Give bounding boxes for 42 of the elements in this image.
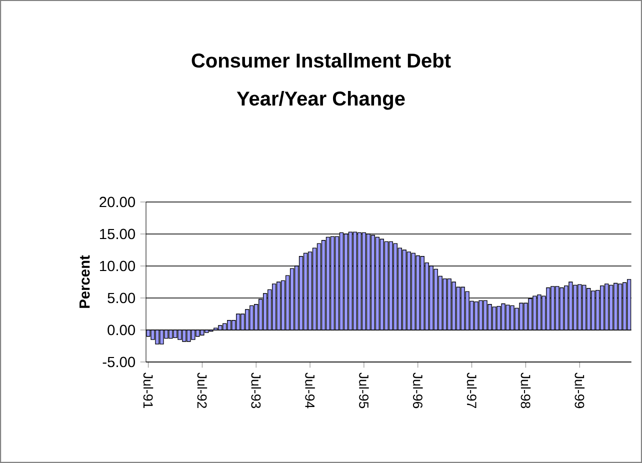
x-tick-label: Jul-93 [251,372,261,408]
bar [303,252,308,330]
bar [370,234,376,330]
y-tick-label: 10.00 [100,260,136,272]
bar [366,234,371,330]
bar [384,241,389,330]
bar [298,256,304,330]
bar [348,232,353,330]
x-tick-label: Jul-94 [305,372,315,408]
x-tick-label: Jul-91 [143,372,154,408]
bar [321,240,326,330]
bar [344,234,348,330]
bar [380,238,384,330]
bar [326,236,330,330]
bar [312,248,317,330]
x-tick-label: Jul-98 [520,372,531,408]
chart-title: Consumer Installment Debt [192,52,451,68]
bar [339,232,344,330]
bar [316,243,322,330]
x-tick-label: Jul-92 [197,372,208,408]
bar [308,252,312,330]
bar [276,282,281,330]
x-tick-label: Jul-97 [466,372,477,408]
x-tick-label: Jul-95 [359,372,369,408]
bar [357,232,362,330]
y-axis-title: Percent [80,255,90,308]
y-tick-label: 0.00 [108,324,136,336]
y-tick-label: 20.00 [100,196,136,208]
x-tick-label: Jul-96 [412,372,423,408]
bar [272,284,276,330]
bar [334,236,340,330]
y-tick-label: -5.00 [102,356,136,368]
bar [330,236,335,330]
bar [375,236,380,330]
y-tick-label: 5.00 [108,292,136,304]
bar [388,241,394,330]
x-tick-label: Jul-99 [574,372,585,408]
bar [352,232,358,330]
bar [362,232,366,330]
y-tick-label: 15.00 [100,228,136,240]
bar [290,268,294,330]
chart-subtitle: Year/Year Change [236,90,405,110]
